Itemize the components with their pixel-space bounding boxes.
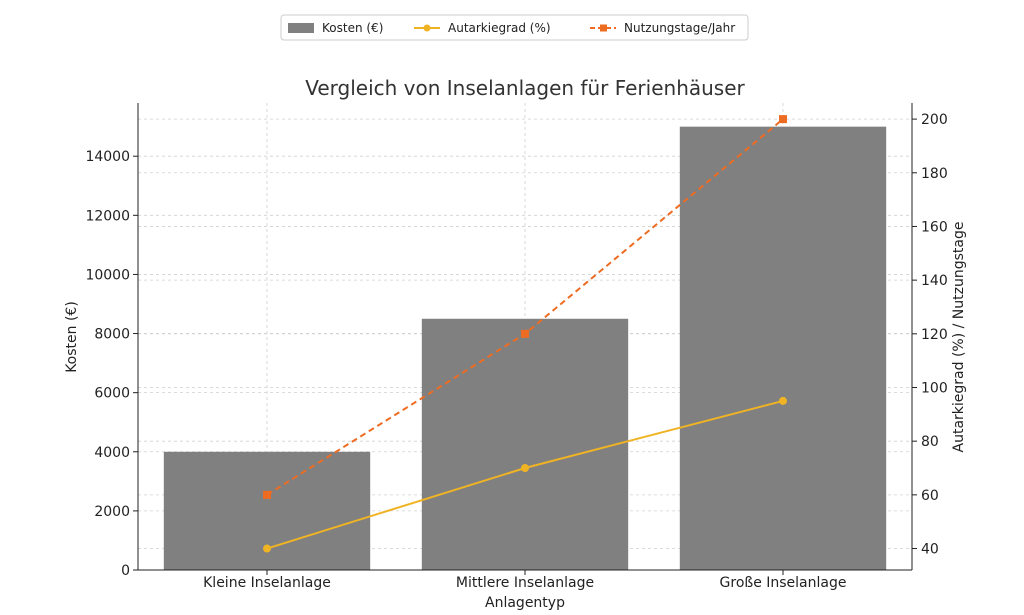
data-point <box>779 115 787 124</box>
data-point <box>521 329 529 338</box>
lines <box>263 115 787 553</box>
bar <box>421 318 629 570</box>
y2-tick-label: 140 <box>921 273 948 289</box>
y-tick-label: 2000 <box>94 504 130 520</box>
y-tick-label: 14000 <box>85 149 130 165</box>
chart-title: Vergleich von Inselanlagen für Ferienhäu… <box>305 76 745 100</box>
data-point <box>263 544 271 553</box>
y-tick-label: 12000 <box>85 208 130 224</box>
axes: 0 2000 4000 6000 8000 10000 12000 14000 40 60 80 10… <box>85 103 948 591</box>
y2-tick-label: 40 <box>921 542 939 558</box>
legend-label: Nutzungstage/Jahr <box>624 21 735 35</box>
data-point <box>521 464 529 473</box>
y-tick-label: 4000 <box>94 445 130 461</box>
legend-swatch <box>288 23 314 33</box>
y2-tick-label: 120 <box>921 327 948 343</box>
legend-label: Kosten (€) <box>322 21 383 35</box>
legend-frame <box>280 14 749 41</box>
y2-tick-label: 180 <box>921 166 948 182</box>
y2-tick-label: 200 <box>921 112 948 128</box>
legend-marker <box>600 24 607 32</box>
y2-tick-label: 80 <box>921 434 939 450</box>
legend: Kosten (€) Autarkiegrad (%) Nutzungstage/J… <box>280 14 749 41</box>
x-tick-label: Kleine Inselanlage <box>203 575 331 591</box>
y-tick-label: 8000 <box>94 327 130 343</box>
x-tick-label: Mittlere Inselanlage <box>456 575 594 591</box>
y-axis-label: Kosten (€) <box>64 301 80 373</box>
y2-tick-label: 60 <box>921 488 939 504</box>
bar <box>679 126 887 570</box>
y-tick-label: 0 <box>121 563 130 579</box>
y2-tick-label: 160 <box>921 219 948 235</box>
y2-axis-label: Autarkiegrad (%) / Nutzungstage <box>951 222 967 453</box>
data-point <box>779 396 787 405</box>
bars <box>163 126 887 570</box>
y-tick-label: 6000 <box>94 386 130 402</box>
x-tick-label: Große Inselanlage <box>720 575 847 591</box>
x-axis-label: Anlagentyp <box>485 595 565 611</box>
y2-tick-label: 100 <box>921 380 948 396</box>
legend-label: Autarkiegrad (%) <box>448 21 551 35</box>
data-point <box>263 490 271 499</box>
legend-marker <box>423 24 431 32</box>
y-tick-label: 10000 <box>85 267 130 283</box>
